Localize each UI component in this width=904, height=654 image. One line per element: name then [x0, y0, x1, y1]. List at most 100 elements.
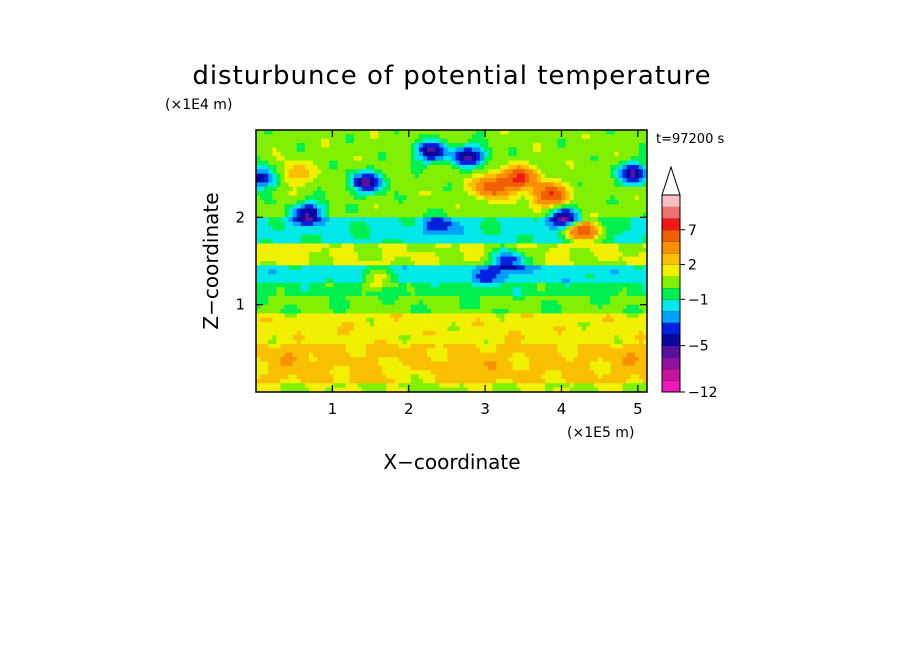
heatmap-cell-4493 — [569, 330, 575, 336]
heatmap-cell-3958 — [345, 309, 351, 314]
heatmap-cell-2346 — [427, 234, 432, 240]
heatmap-cell-3 — [268, 130, 273, 135]
heatmap-cell-2076 — [500, 221, 506, 227]
heatmap-cell-4918 — [345, 352, 351, 358]
heatmap-cell-279 — [610, 138, 616, 144]
heatmap-cell-4327 — [284, 326, 290, 332]
heatmap-cell-3185 — [325, 274, 330, 280]
heatmap-cell-536 — [484, 151, 489, 157]
heatmap-cell-1671 — [414, 204, 420, 210]
heatmap-cell-3774 — [378, 300, 383, 306]
heatmap-cell-1320 — [549, 186, 554, 192]
heatmap-cell-291 — [268, 143, 273, 149]
heatmap-cell-1492 — [467, 195, 473, 201]
heatmap-cell-739 — [528, 160, 534, 166]
heatmap-cell-3014 — [410, 265, 416, 271]
heatmap-cell-2238 — [378, 230, 383, 236]
heatmap-cell-829 — [504, 164, 510, 170]
heatmap-cell-4675 — [528, 339, 534, 345]
heatmap-cell-2024 — [288, 221, 294, 227]
heatmap-cell-2226 — [329, 230, 334, 236]
heatmap-cell-453 — [537, 147, 542, 153]
heatmap-cell-1611 — [561, 199, 567, 205]
heatmap-cell-3926 — [606, 304, 611, 310]
heatmap-cell-2289 — [585, 230, 591, 236]
heatmap-cell-2999 — [349, 265, 355, 271]
heatmap-cell-295 — [284, 143, 290, 149]
heatmap-cell-1093 — [406, 178, 412, 183]
heatmap-cell-2834 — [459, 256, 465, 262]
heatmap-cell-2173 — [504, 226, 510, 232]
heatmap-cell-2216 — [288, 230, 294, 236]
heatmap-cell-2632 — [418, 247, 424, 253]
heatmap-cell-1215 — [512, 182, 518, 188]
heatmap-cell-1650 — [329, 204, 334, 210]
heatmap-cell-2044 — [370, 221, 375, 227]
heatmap-cell-780 — [304, 164, 310, 170]
heatmap-cell-3752 — [288, 300, 294, 306]
heatmap-cell-356 — [532, 143, 538, 149]
heatmap-cell-3967 — [382, 309, 387, 314]
heatmap-cell-801 — [390, 164, 396, 170]
heatmap-cell-2421 — [341, 239, 347, 245]
heatmap-cell-3669 — [341, 295, 347, 301]
heatmap-cell-1882 — [492, 212, 497, 218]
heatmap-cell-4648 — [418, 339, 424, 345]
heatmap-cell-1007 — [447, 173, 453, 179]
heatmap-cell-2746 — [492, 252, 497, 258]
heatmap-cell-242 — [459, 138, 465, 144]
heatmap-cell-3375 — [317, 282, 322, 288]
heatmap-cell-3909 — [537, 304, 542, 310]
heatmap-cell-2210 — [264, 230, 269, 236]
heatmap-cell-1662 — [378, 204, 383, 210]
heatmap-cell-4776 — [549, 343, 554, 349]
heatmap-cell-2248 — [418, 230, 424, 236]
heatmap-cell-2090 — [557, 221, 563, 227]
heatmap-cell-4643 — [398, 339, 404, 345]
heatmap-cell-1092 — [402, 178, 408, 183]
heatmap-cell-4792 — [614, 343, 620, 349]
heatmap-cell-2240 — [386, 230, 391, 236]
heatmap-cell-3920 — [581, 304, 587, 310]
heatmap-cell-3826 — [589, 300, 595, 306]
heatmap-cell-66 — [524, 130, 530, 135]
heatmap-cell-4886 — [606, 348, 611, 354]
heatmap-cell-1287 — [414, 186, 420, 192]
heatmap-cell-4743 — [414, 343, 420, 349]
heatmap-cell-1884 — [500, 212, 506, 218]
heatmap-cell-2373 — [537, 234, 542, 240]
heatmap-cell-488 — [288, 151, 294, 157]
heatmap-cell-1544 — [288, 199, 294, 205]
heatmap-cell-867 — [268, 169, 273, 175]
heatmap-cell-1752 — [353, 208, 359, 214]
heatmap-cell-3153 — [585, 269, 591, 275]
heatmap-cell-439 — [480, 147, 485, 153]
heatmap-cell-4671 — [512, 339, 518, 345]
heatmap-cell-545 — [520, 151, 526, 157]
heatmap-cell-659 — [594, 156, 599, 162]
heatmap-cell-2060 — [435, 221, 440, 227]
heatmap-cell-3603 — [463, 291, 469, 297]
heatmap-cell-2454 — [475, 239, 481, 245]
heatmap-cell-4491 — [561, 330, 567, 336]
heatmap-cell-4786 — [589, 343, 595, 349]
heatmap-cell-3361 — [260, 282, 265, 288]
heatmap-cell-4269 — [439, 322, 444, 328]
heatmap-cell-4061 — [374, 313, 379, 319]
heatmap-cell-4171 — [431, 317, 436, 323]
heatmap-cell-4239 — [317, 322, 322, 328]
heatmap-cell-4822 — [345, 348, 351, 354]
heatmap-cell-4731 — [365, 343, 371, 349]
heatmap-cell-1598 — [508, 199, 514, 205]
heatmap-cell-413 — [374, 147, 379, 153]
heatmap-cell-1627 — [626, 199, 632, 205]
heatmap-cell-1516 — [565, 195, 571, 201]
heatmap-cell-2627 — [398, 247, 404, 253]
heatmap-cell-1252 — [272, 186, 277, 192]
heatmap-cell-4380 — [500, 326, 506, 332]
heatmap-cell-3445 — [602, 282, 607, 288]
heatmap-cell-4381 — [504, 326, 510, 332]
heatmap-cell-1291 — [431, 186, 436, 192]
heatmap-cell-792 — [353, 164, 359, 170]
heatmap-cell-3587 — [398, 291, 404, 297]
